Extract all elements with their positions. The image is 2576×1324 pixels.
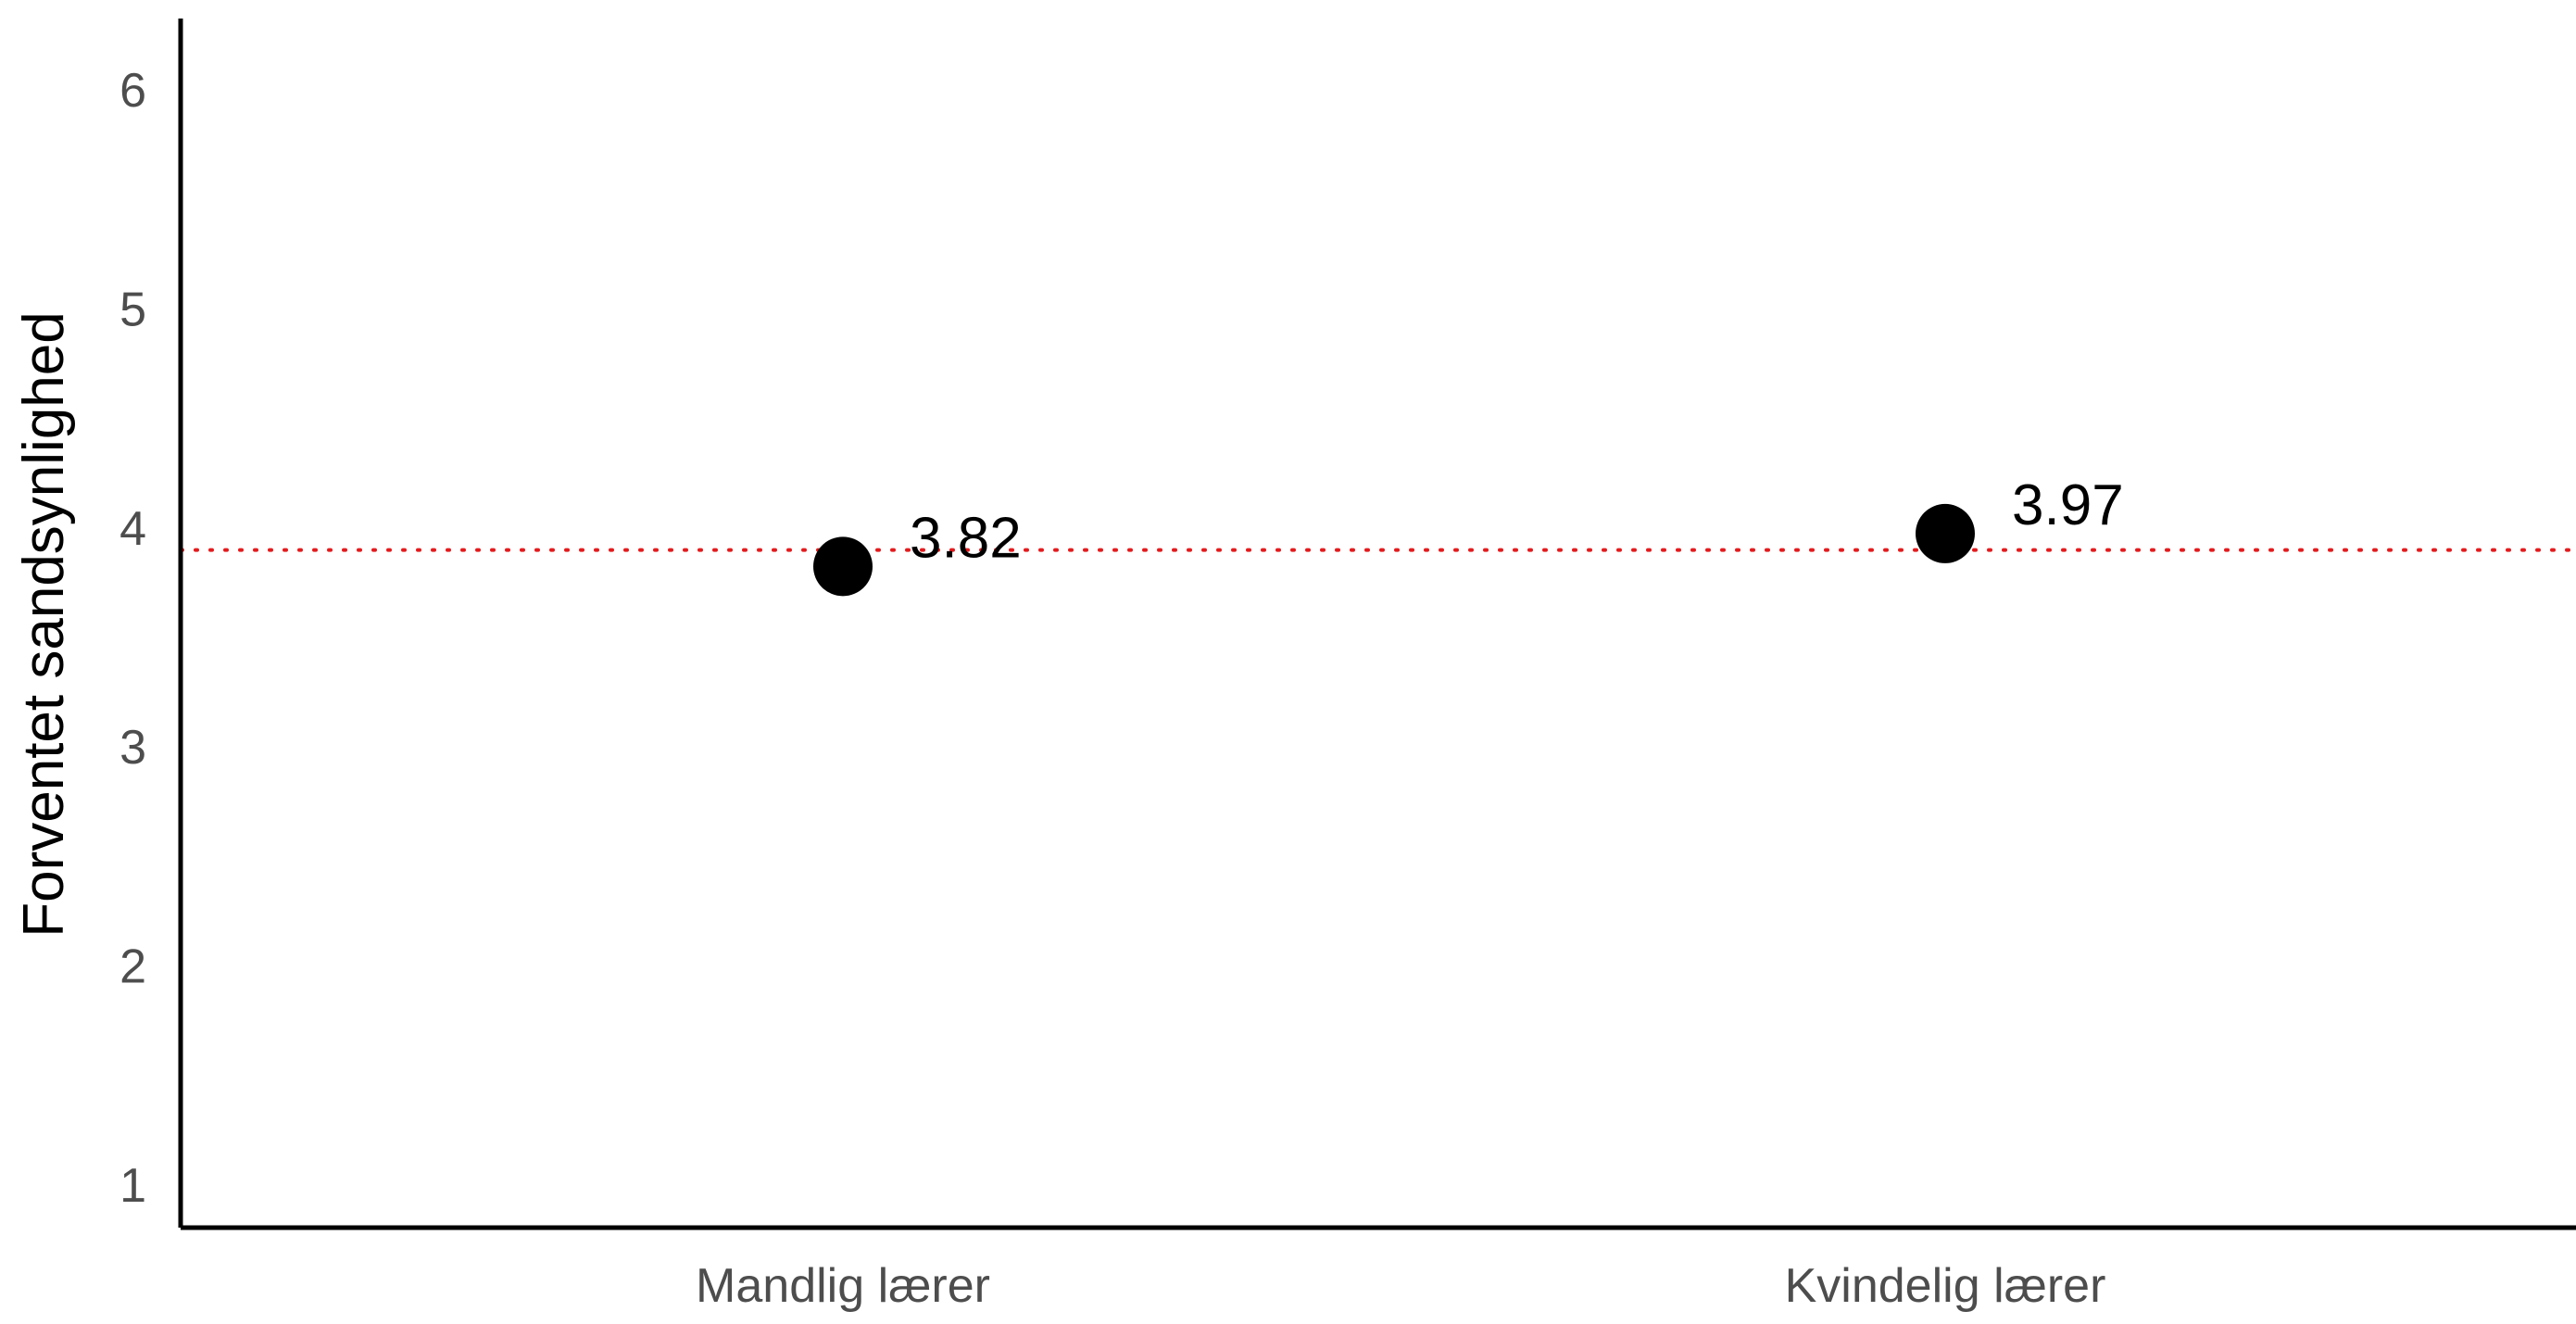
y-axis-title: Forventet sandsynlighed	[12, 311, 76, 938]
axes	[178, 19, 2576, 1230]
y-tick-label: 2	[119, 940, 146, 994]
data-point	[813, 536, 873, 597]
x-tick-label: Mandlig lærer	[696, 1259, 990, 1313]
y-tick-label: 5	[119, 283, 146, 336]
y-tick-labels: 1 2 3 4 5 6	[119, 64, 146, 1213]
y-tick-label: 6	[119, 64, 146, 118]
y-tick-label: 4	[119, 502, 146, 556]
x-tick-labels: Mandlig lærer Kvindelig lærer	[696, 1259, 2105, 1313]
data-point	[1916, 503, 1975, 563]
data-label: 3.82	[910, 506, 1022, 570]
data-points	[813, 503, 1975, 597]
y-tick-label: 3	[119, 721, 146, 775]
x-tick-label: Kvindelig lærer	[1785, 1259, 2106, 1313]
data-labels: 3.82 3.97	[910, 473, 2124, 570]
y-tick-label: 1	[119, 1159, 146, 1213]
data-label: 3.97	[2012, 473, 2124, 537]
